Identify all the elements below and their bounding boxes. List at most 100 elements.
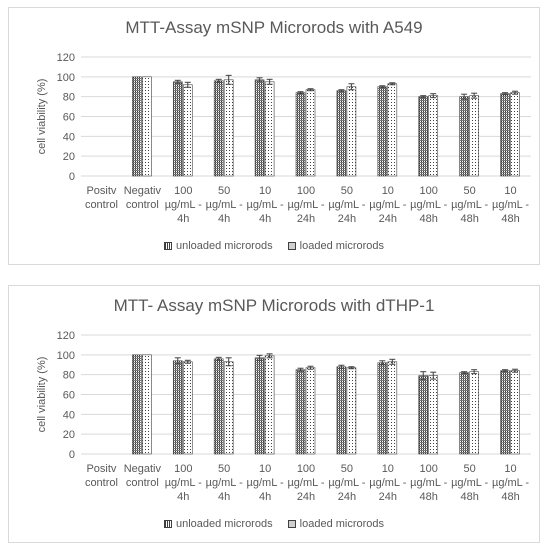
- bar-unloaded: [500, 93, 510, 177]
- x-tick-label: µg/mL -: [410, 199, 447, 211]
- x-tick-label: Positv: [86, 463, 116, 475]
- chart-title: MTT-Assay mSNP Microrods with A549: [125, 18, 423, 37]
- x-tick-label: 50: [464, 185, 476, 197]
- bar-loaded: [469, 95, 479, 177]
- y-tick-label: 80: [63, 92, 75, 104]
- dot-pattern-swatch-icon: [287, 520, 296, 528]
- bar-loaded: [387, 361, 398, 455]
- x-tick-label: 50: [218, 463, 230, 475]
- bar-unloaded: [336, 90, 347, 177]
- y-tick-label: 80: [63, 370, 75, 382]
- x-tick-label: µg/mL -: [410, 477, 447, 489]
- legend-label: loaded microrods: [299, 240, 385, 252]
- x-tick-label: control: [85, 199, 118, 211]
- legend-item-unloaded: unloaded microrods: [163, 518, 273, 530]
- chart-title: MTT- Assay mSNP Microrods with dTHP-1: [113, 296, 435, 315]
- x-tick-label: 100: [420, 185, 438, 197]
- x-tick-label: µg/mL -: [287, 477, 324, 489]
- x-tick-label: 100: [174, 463, 192, 475]
- bar-unloaded: [213, 80, 224, 177]
- x-tick-label: 100: [174, 185, 192, 197]
- bar-loaded: [305, 89, 316, 177]
- bar-loaded: [223, 79, 234, 177]
- y-axis-label: cell viability (%): [36, 79, 48, 155]
- legend: unloaded microrods loaded microrods: [9, 240, 539, 253]
- x-tick-label: Negativ: [124, 185, 162, 197]
- chart-panel-dthp1: MTT- Assay mSNP Microrods with dTHP-1 0 2…: [8, 285, 540, 543]
- x-tick-label: 48h: [501, 213, 519, 225]
- y-tick-label: 100: [57, 350, 75, 362]
- bar-loaded: [346, 367, 357, 455]
- x-tick-label: µg/mL -: [247, 199, 284, 211]
- x-tick-label: 24h: [379, 213, 397, 225]
- x-tick-label: µg/mL -: [451, 477, 488, 489]
- x-tick-label: 10: [382, 463, 394, 475]
- x-tick-label: µg/mL -: [369, 477, 406, 489]
- bar-unloaded: [377, 362, 388, 455]
- bar-unloaded: [336, 366, 347, 455]
- bar-loaded: [182, 84, 193, 177]
- x-tick-label: 24h: [297, 213, 315, 225]
- bar-loaded: [428, 95, 439, 177]
- y-axis-label: cell viability (%): [36, 357, 48, 433]
- chart-panel-a549: MTT-Assay mSNP Microrods with A549 0 20 40…: [8, 7, 540, 265]
- bar-unloaded: [295, 369, 306, 455]
- x-tick-label: µg/mL -: [165, 199, 202, 211]
- x-tick-label: 24h: [297, 491, 315, 503]
- bar-loaded: [428, 375, 439, 455]
- x-tick-label: Negativ: [124, 463, 162, 475]
- grid-pattern-swatch-icon: [163, 242, 172, 250]
- x-tick-label: 48h: [420, 213, 438, 225]
- x-tick-label: 100: [297, 185, 315, 197]
- x-tick-label: µg/mL -: [369, 199, 406, 211]
- bar-loaded: [305, 367, 316, 455]
- x-tick-label: 10: [259, 185, 271, 197]
- dot-pattern-swatch-icon: [287, 242, 296, 250]
- legend-item-loaded: loaded microrods: [287, 518, 385, 530]
- bar-unloaded: [132, 76, 142, 177]
- bar-unloaded: [172, 81, 183, 177]
- x-tick-label: control: [126, 199, 159, 211]
- x-tick-label: 50: [341, 463, 353, 475]
- x-tick-label: 50: [341, 185, 353, 197]
- x-tick-label: 24h: [338, 491, 356, 503]
- bar-unloaded: [254, 79, 265, 177]
- legend-label: unloaded microrods: [175, 240, 273, 252]
- x-tick-label: 10: [504, 185, 516, 197]
- bar-unloaded: [213, 358, 224, 455]
- bar-unloaded: [418, 375, 429, 455]
- legend-label: loaded microrods: [299, 518, 385, 530]
- x-tick-label: µg/mL -: [451, 199, 488, 211]
- x-tick-label: 10: [382, 185, 394, 197]
- y-tick-label: 40: [63, 409, 75, 421]
- bar-unloaded: [500, 370, 510, 455]
- x-tick-label: 4h: [177, 213, 189, 225]
- bar-unloaded: [132, 354, 142, 455]
- y-tick-label: 60: [63, 390, 75, 402]
- bar-loaded: [142, 354, 152, 455]
- bar-loaded: [510, 92, 520, 177]
- x-tick-label: 4h: [259, 491, 271, 503]
- bar-loaded: [346, 86, 357, 177]
- x-tick-label: 100: [420, 463, 438, 475]
- x-tick-label: 10: [504, 463, 516, 475]
- x-tick-label: 48h: [420, 491, 438, 503]
- x-tick-label: 48h: [460, 213, 478, 225]
- bar-unloaded: [254, 357, 265, 455]
- legend-item-loaded: loaded microrods: [287, 240, 385, 252]
- x-tick-label: 4h: [177, 491, 189, 503]
- y-tick-label: 60: [63, 112, 75, 124]
- legend-label: unloaded microrods: [175, 518, 273, 530]
- x-tick-label: µg/mL -: [206, 199, 243, 211]
- bar-unloaded: [295, 92, 306, 177]
- bar-unloaded: [418, 96, 429, 177]
- x-tick-label: 48h: [501, 491, 519, 503]
- y-tick-label: 20: [63, 429, 75, 441]
- x-tick-label: 50: [218, 185, 230, 197]
- bar-loaded: [510, 370, 520, 455]
- x-tick-label: µg/mL -: [206, 477, 243, 489]
- y-tick-label: 20: [63, 151, 75, 163]
- x-tick-label: 4h: [218, 491, 230, 503]
- y-tick-label: 0: [69, 449, 75, 461]
